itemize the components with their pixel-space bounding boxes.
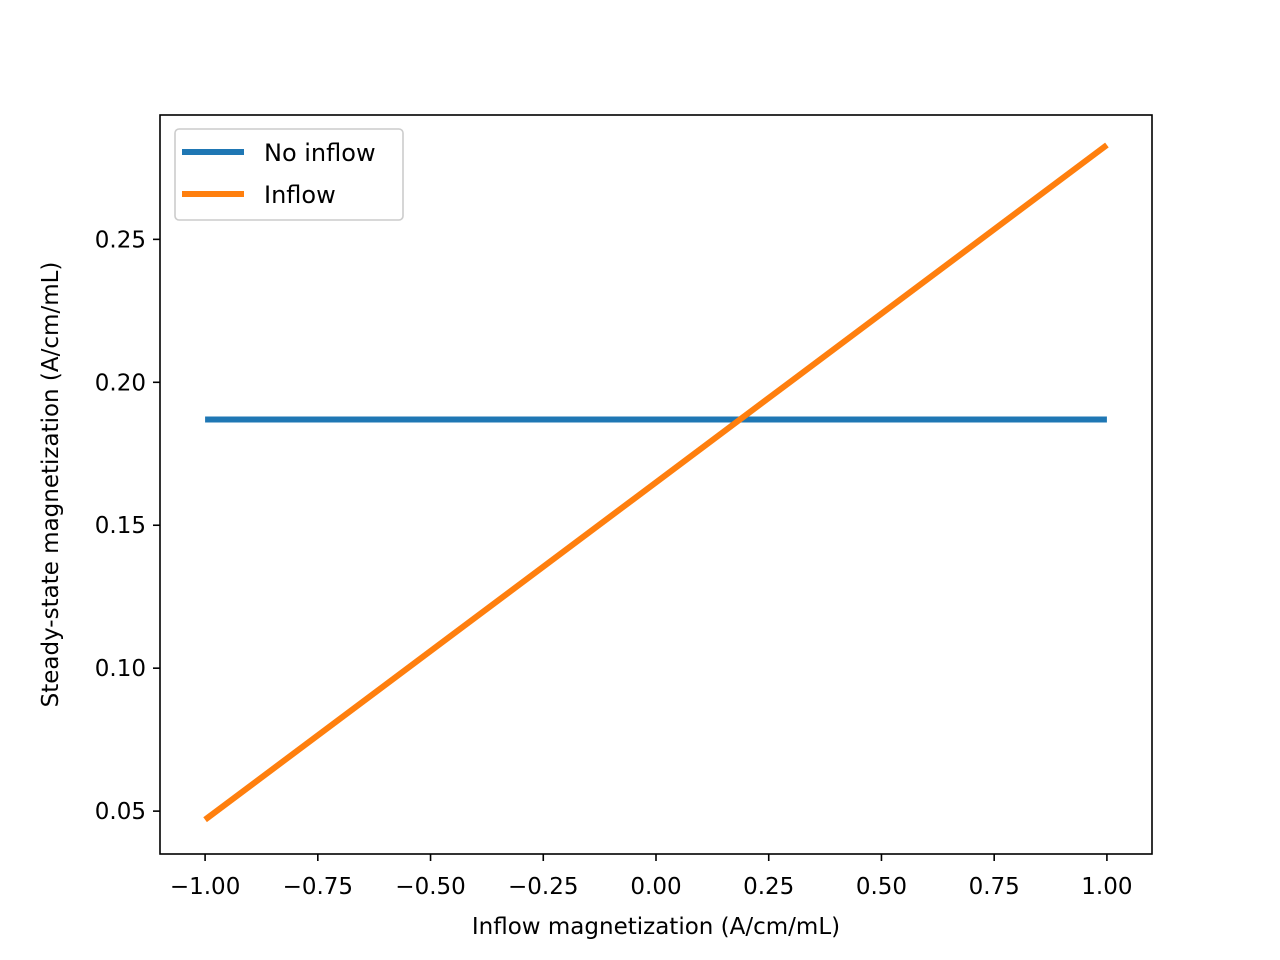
x-tick-label: −1.00 [170, 874, 240, 900]
x-tick-label: −0.25 [508, 874, 578, 900]
x-tick-label: 0.00 [630, 874, 681, 900]
series-layer [203, 142, 1109, 823]
y-axis: 0.05 0.10 0.15 0.20 0.25 [95, 227, 160, 825]
y-axis-label: Steady-state magnetization (A/cm/mL) [38, 262, 64, 708]
x-tick-label: −0.50 [395, 874, 465, 900]
series-line-inflow [203, 142, 1109, 823]
legend-label-inflow: Inflow [264, 181, 336, 209]
x-tick-label: 1.00 [1081, 874, 1132, 900]
x-tick-label: 0.75 [969, 874, 1020, 900]
legend-label-no-inflow: No inflow [264, 139, 376, 167]
y-tick-label: 0.20 [95, 370, 146, 396]
x-tick-label: −0.75 [283, 874, 353, 900]
legend: No inflow Inflow [174, 128, 404, 221]
x-axis-label: Inflow magnetization (A/cm/mL) [472, 914, 840, 940]
x-tick-label: 0.25 [743, 874, 794, 900]
x-axis: −1.00 −0.75 −0.50 −0.25 0.00 0.25 0.50 0.75 1.00 [170, 854, 1133, 900]
x-tick-label: 0.50 [856, 874, 907, 900]
y-tick-label: 0.10 [95, 656, 146, 682]
y-tick-label: 0.15 [95, 513, 146, 539]
y-tick-label: 0.05 [95, 799, 146, 825]
y-tick-label: 0.25 [95, 227, 146, 253]
